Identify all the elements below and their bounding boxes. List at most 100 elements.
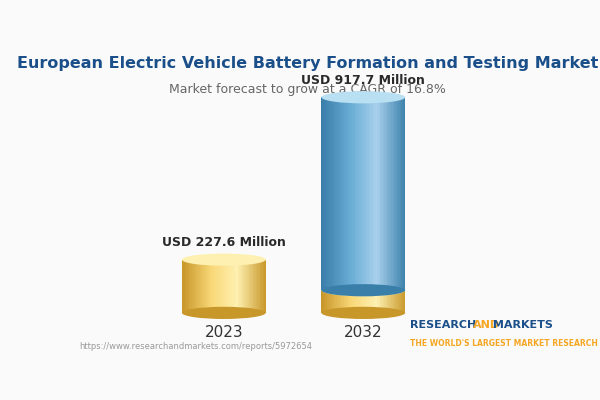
Bar [212, 260, 214, 313]
Bar [334, 97, 335, 290]
Bar [392, 290, 394, 313]
Bar [397, 290, 398, 313]
Bar [367, 290, 369, 313]
Bar [356, 290, 358, 313]
Bar [369, 290, 371, 313]
Bar [390, 97, 391, 290]
Bar [366, 290, 368, 313]
Bar [257, 260, 259, 313]
Bar [352, 97, 354, 290]
Bar [371, 97, 373, 290]
Bar [400, 97, 401, 290]
Bar [351, 290, 352, 313]
Bar [367, 97, 369, 290]
Bar [217, 260, 218, 313]
Bar [400, 290, 401, 313]
Bar [210, 260, 211, 313]
Bar [344, 290, 346, 313]
Bar [221, 260, 223, 313]
Bar [361, 97, 362, 290]
Bar [383, 290, 385, 313]
Bar [370, 290, 372, 313]
Bar [220, 260, 221, 313]
Bar [340, 290, 341, 313]
Bar [334, 290, 335, 313]
Bar [235, 260, 236, 313]
Bar [214, 260, 215, 313]
Text: Market forecast to grow at a CAGR of 16.8%: Market forecast to grow at a CAGR of 16.… [169, 84, 446, 96]
Bar [365, 97, 367, 290]
Bar [331, 97, 333, 290]
Bar [236, 260, 238, 313]
Bar [355, 290, 356, 313]
Bar [387, 290, 389, 313]
Bar [373, 97, 374, 290]
Bar [239, 260, 241, 313]
Bar [370, 97, 372, 290]
Bar [322, 290, 323, 313]
Bar [404, 290, 406, 313]
Bar [263, 260, 265, 313]
Bar [227, 260, 228, 313]
Bar [364, 290, 365, 313]
Text: European Electric Vehicle Battery Formation and Testing Market: European Electric Vehicle Battery Format… [17, 56, 598, 71]
Bar [256, 260, 257, 313]
Bar [340, 97, 341, 290]
Bar [208, 260, 210, 313]
Bar [395, 290, 397, 313]
Bar [328, 290, 330, 313]
Bar [331, 290, 333, 313]
Bar [388, 290, 390, 313]
Bar [374, 290, 376, 313]
Bar [404, 97, 406, 290]
Bar [254, 260, 256, 313]
Bar [351, 97, 352, 290]
Bar [348, 97, 350, 290]
Bar [379, 290, 380, 313]
Bar [197, 260, 199, 313]
Bar [323, 290, 325, 313]
Bar [207, 260, 209, 313]
Text: THE WORLD'S LARGEST MARKET RESEARCH STORE: THE WORLD'S LARGEST MARKET RESEARCH STOR… [410, 339, 600, 348]
Bar [194, 260, 196, 313]
Ellipse shape [322, 91, 405, 103]
Bar [384, 290, 386, 313]
Bar [324, 290, 326, 313]
Bar [394, 290, 395, 313]
Bar [395, 97, 397, 290]
Bar [200, 260, 202, 313]
Bar [352, 290, 354, 313]
Bar [192, 260, 193, 313]
Text: MARKETS: MARKETS [489, 320, 553, 330]
Bar [206, 260, 207, 313]
Bar [373, 290, 374, 313]
Bar [401, 290, 403, 313]
Bar [362, 97, 364, 290]
Text: RESEARCH: RESEARCH [410, 320, 480, 330]
Bar [366, 97, 368, 290]
Bar [182, 260, 184, 313]
Bar [386, 97, 387, 290]
Ellipse shape [322, 284, 405, 296]
Bar [188, 260, 189, 313]
Bar [244, 260, 245, 313]
Bar [196, 260, 197, 313]
Bar [347, 97, 348, 290]
Bar [338, 290, 340, 313]
Bar [379, 97, 380, 290]
Bar [262, 260, 263, 313]
Ellipse shape [322, 284, 405, 296]
Bar [398, 290, 400, 313]
Bar [264, 260, 266, 313]
Bar [252, 260, 253, 313]
Bar [345, 97, 347, 290]
Bar [403, 290, 404, 313]
Bar [202, 260, 203, 313]
Bar [260, 260, 262, 313]
Text: 2023: 2023 [205, 325, 243, 340]
Bar [364, 97, 365, 290]
Bar [380, 97, 382, 290]
Bar [193, 260, 195, 313]
Bar [324, 97, 326, 290]
Bar [241, 260, 242, 313]
